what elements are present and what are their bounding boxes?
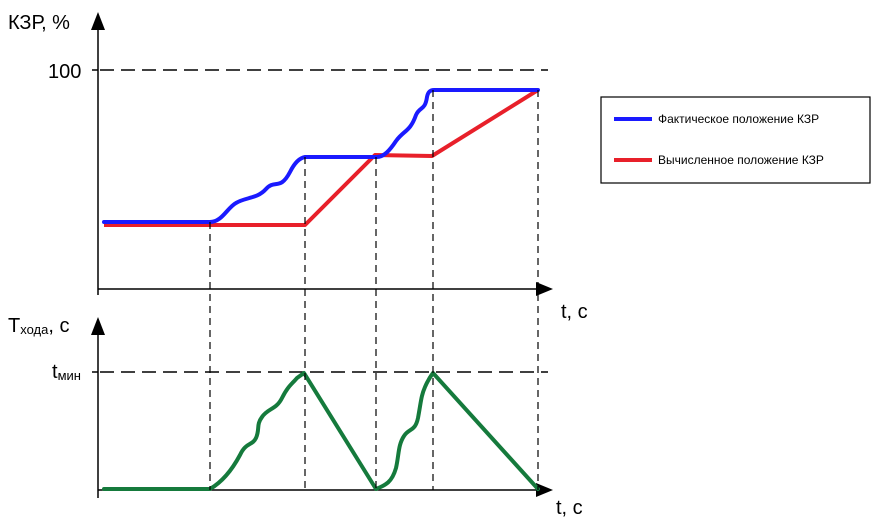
top-y-axis-label: КЗР, % (8, 12, 70, 34)
legend-label-computed: Вычисленное положение КЗР (658, 153, 824, 167)
bottom-y-axis-arrow (91, 317, 105, 335)
bottom-y-axis-label: Tхода, c (8, 315, 69, 337)
bottom-x-axis-arrow (536, 483, 553, 497)
bottom-y-tick-label: tмин (52, 361, 81, 383)
top-y-tick-label: 100 (48, 61, 81, 83)
top-y-axis-arrow (91, 12, 105, 30)
legend-box (600, 96, 871, 184)
top-x-axis-arrow (536, 282, 553, 296)
top-x-axis-label: t, c (561, 301, 588, 323)
bottom-y-label-main: T (8, 315, 20, 337)
bottom-chart: Tхода, c tмин t, c (8, 315, 583, 519)
bottom-y-label-tail: , c (48, 315, 69, 337)
tmin-main: t (52, 361, 58, 383)
bottom-y-label-sub: хода (20, 322, 49, 337)
bottom-x-axis-label: t, c (556, 497, 583, 519)
legend: Фактическое положение КЗР Вычисленное по… (600, 96, 871, 184)
legend-label-actual: Фактическое положение КЗР (658, 112, 819, 126)
vertical-guides (209, 90, 539, 490)
travel-time-line (102, 371, 540, 491)
top-chart: КЗР, % 100 t, c (8, 12, 588, 323)
tmin-sub: мин (58, 368, 81, 383)
actual-position-line (102, 88, 540, 224)
